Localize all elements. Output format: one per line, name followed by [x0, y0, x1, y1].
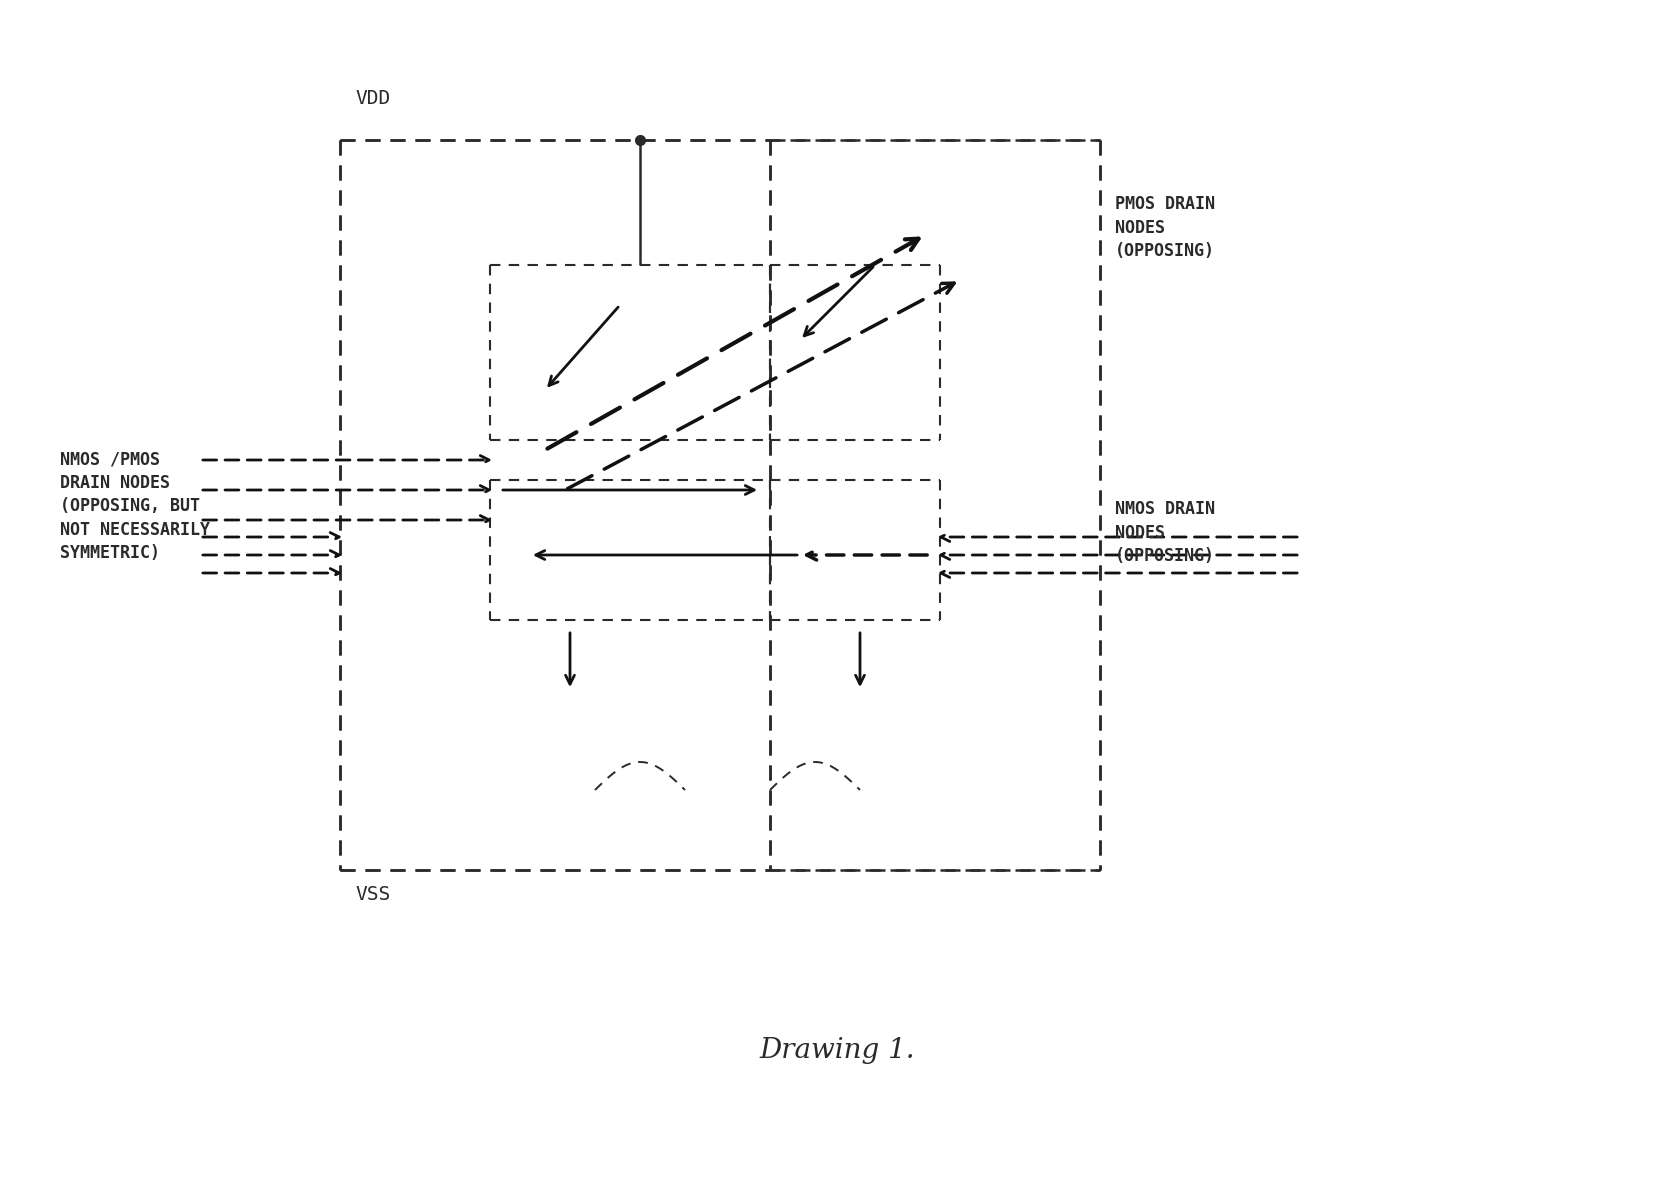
Text: NMOS /PMOS
DRAIN NODES
(OPPOSING, BUT
NOT NECESSARILY
SYMMETRIC): NMOS /PMOS DRAIN NODES (OPPOSING, BUT NO…	[60, 450, 209, 563]
Text: VSS: VSS	[355, 885, 390, 904]
Text: Drawing 1.: Drawing 1.	[760, 1037, 915, 1064]
Text: VDD: VDD	[355, 89, 390, 108]
Text: NMOS DRAIN
NODES
(OPPOSING): NMOS DRAIN NODES (OPPOSING)	[1116, 500, 1214, 565]
Text: PMOS DRAIN
NODES
(OPPOSING): PMOS DRAIN NODES (OPPOSING)	[1116, 195, 1214, 260]
